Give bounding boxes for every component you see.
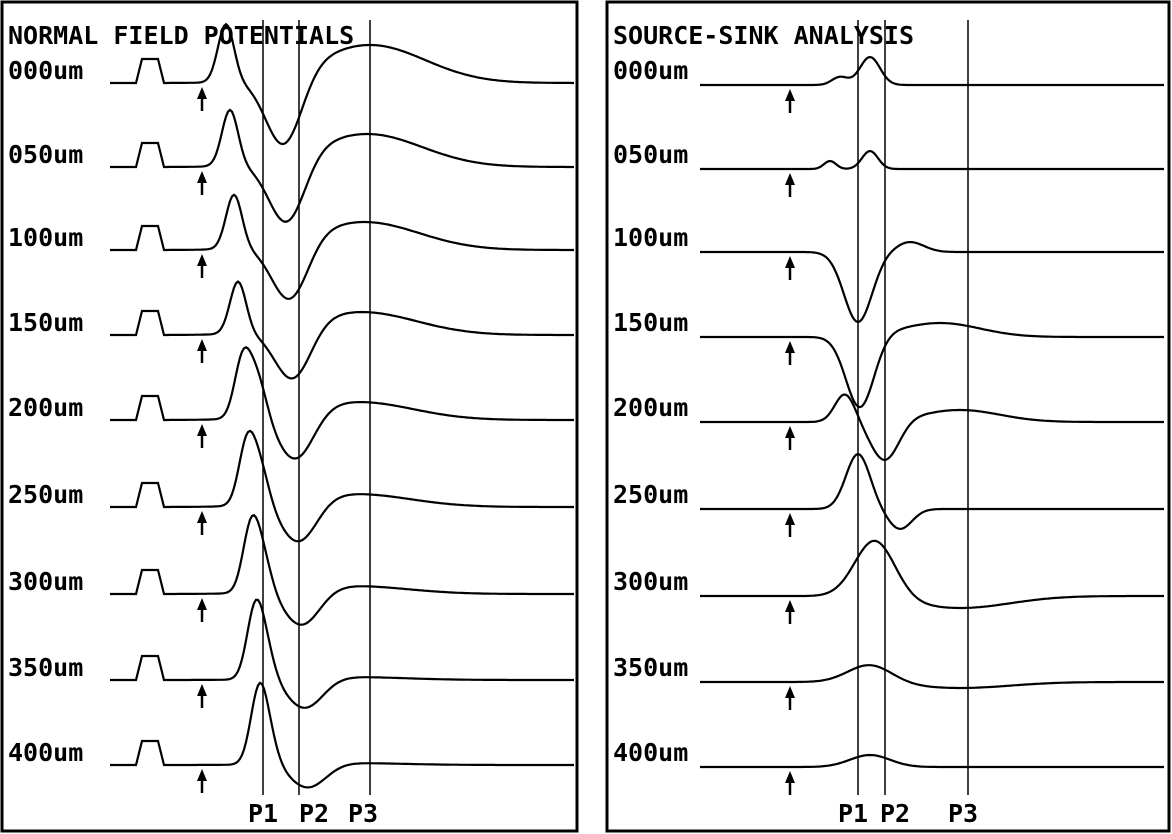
trace <box>700 753 1164 769</box>
depth-label: 350um <box>613 653 688 682</box>
depth-label: 250um <box>8 480 83 509</box>
trace <box>110 681 574 789</box>
arrow-head <box>785 173 795 185</box>
depth-label: 100um <box>613 223 688 252</box>
arrow-head <box>785 686 795 698</box>
depth-label: 150um <box>613 308 688 337</box>
arrow-head <box>197 684 207 696</box>
arrow-head <box>197 339 207 351</box>
trace <box>700 55 1164 87</box>
arrow-head <box>785 771 795 783</box>
left-frame <box>0 0 579 833</box>
left-title: NORMAL FIELD POTENTIALS <box>8 21 354 50</box>
trace <box>110 193 574 301</box>
arrow-head <box>197 171 207 183</box>
trace <box>700 149 1164 171</box>
marker-label: P2 <box>880 799 910 828</box>
depth-label: 200um <box>613 393 688 422</box>
arrow-head <box>785 256 795 268</box>
right-frame <box>605 0 1171 833</box>
depth-label: 000um <box>613 56 688 85</box>
arrow-head <box>197 87 207 99</box>
depth-label: 150um <box>8 308 83 337</box>
right-title: SOURCE-SINK ANALYSIS <box>613 21 914 50</box>
arrow-head <box>785 341 795 353</box>
arrow-head <box>197 424 207 436</box>
trace <box>700 321 1164 409</box>
depth-label: 050um <box>613 140 688 169</box>
depth-label: 350um <box>8 653 83 682</box>
arrow-head <box>197 598 207 610</box>
arrow-head <box>197 254 207 266</box>
marker-label: P1 <box>248 799 278 828</box>
arrow-head <box>197 769 207 781</box>
trace <box>110 22 574 146</box>
trace <box>700 241 1164 324</box>
depth-label: 300um <box>613 567 688 596</box>
trace <box>110 346 574 460</box>
depth-label: 300um <box>8 567 83 596</box>
depth-label: 000um <box>8 56 83 85</box>
arrow-head <box>785 600 795 612</box>
arrow-head <box>785 89 795 101</box>
marker-label: P1 <box>838 799 868 828</box>
depth-label: 200um <box>8 393 83 422</box>
depth-label: 250um <box>613 480 688 509</box>
depth-label: 050um <box>8 140 83 169</box>
marker-label: P2 <box>299 799 329 828</box>
depth-label: 400um <box>613 738 688 767</box>
arrow-head <box>785 513 795 525</box>
marker-label: P3 <box>348 799 378 828</box>
arrow-head <box>197 511 207 523</box>
trace <box>110 280 574 380</box>
trace <box>700 452 1164 531</box>
trace <box>110 513 574 626</box>
arrow-head <box>785 426 795 438</box>
marker-label: P3 <box>948 799 978 828</box>
trace <box>110 108 574 223</box>
trace <box>110 598 574 709</box>
trace <box>700 539 1164 610</box>
depth-label: 400um <box>8 738 83 767</box>
depth-label: 100um <box>8 223 83 252</box>
trace <box>700 664 1164 690</box>
trace <box>110 429 574 543</box>
trace <box>700 393 1164 462</box>
